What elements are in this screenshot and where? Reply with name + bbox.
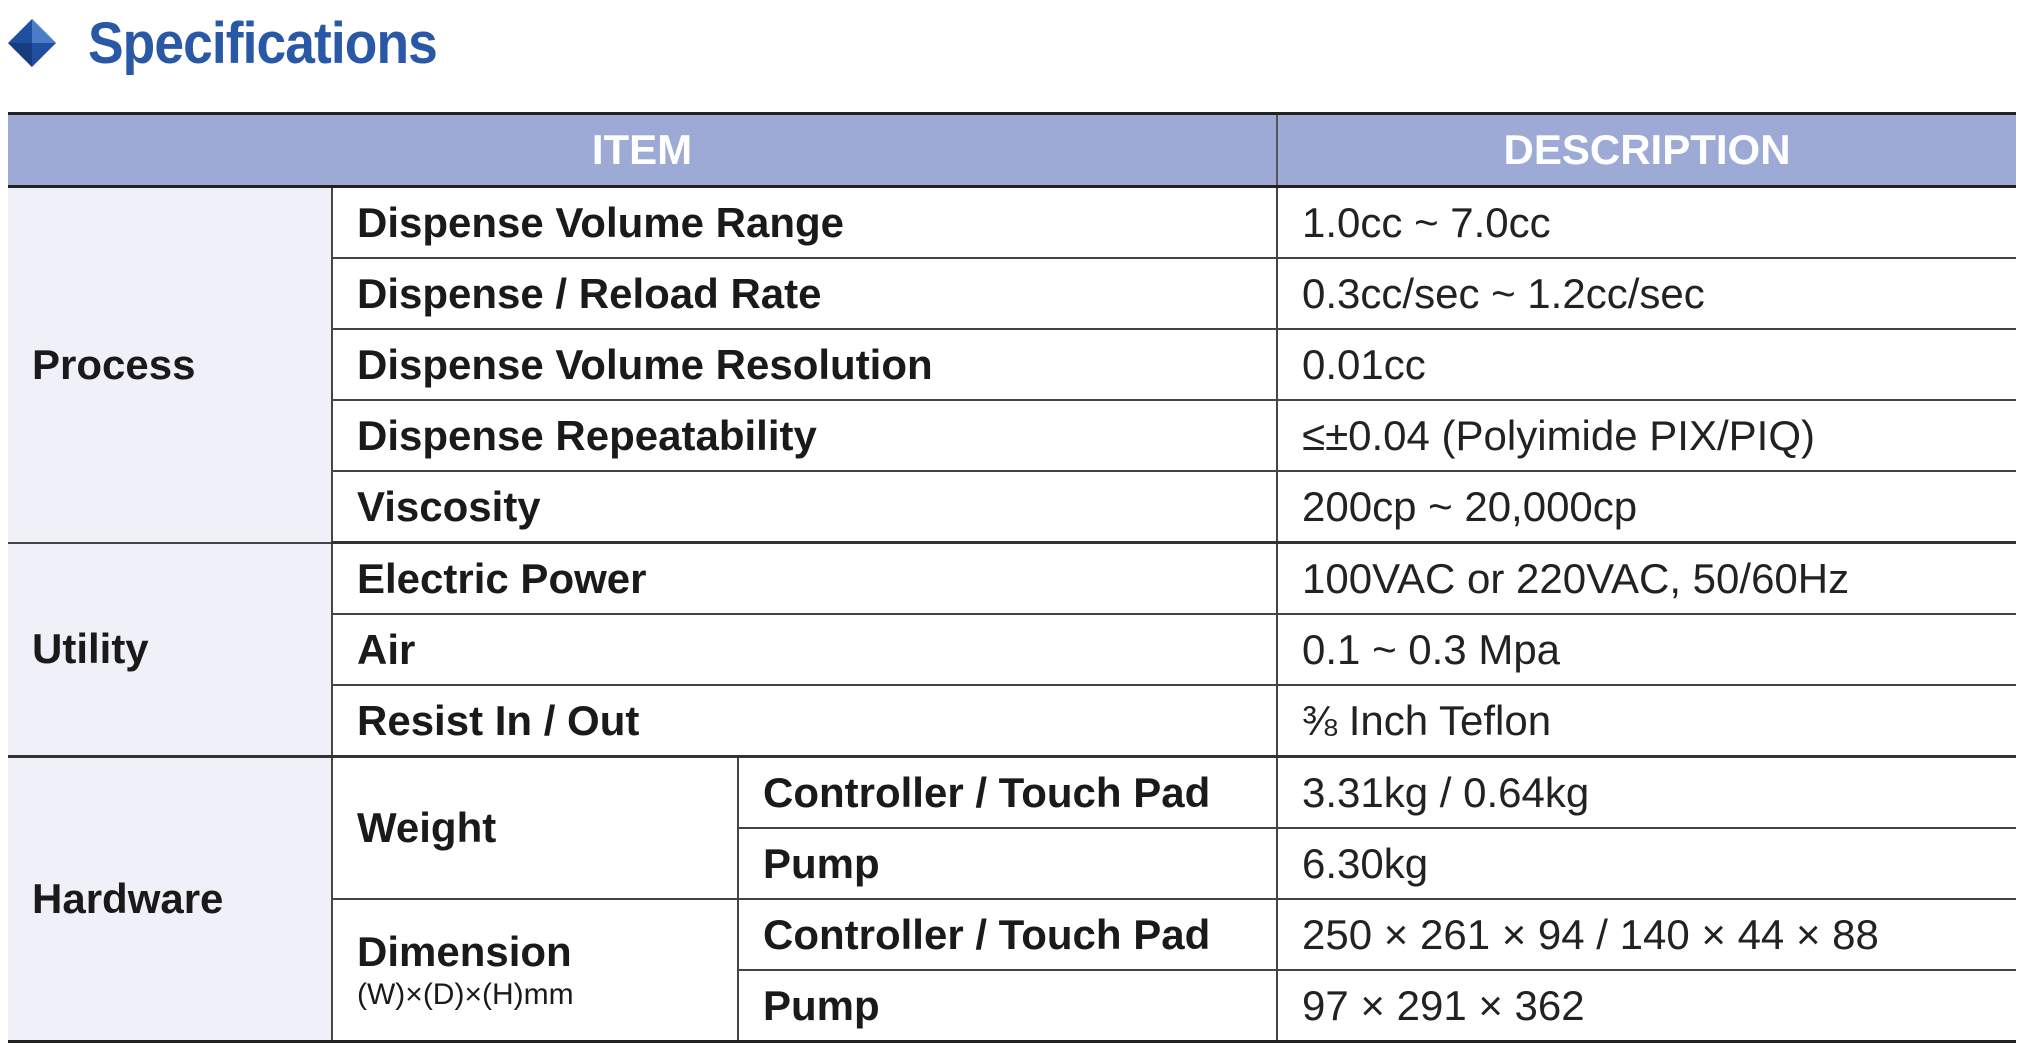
group-label-hardware: Hardware <box>8 756 333 1043</box>
group-label-utility: Utility <box>8 542 333 758</box>
diamond-icon <box>8 19 56 67</box>
sub-item-label: Controller / Touch Pad <box>738 899 1279 971</box>
item-label: Weight <box>357 804 497 851</box>
sub-item-label: Controller / Touch Pad <box>738 756 1279 829</box>
sub-item-label: Pump <box>738 970 1279 1043</box>
page-title: Specifications <box>88 10 438 76</box>
table-row: Utility Electric Power 100VAC or 220VAC,… <box>8 542 2017 758</box>
table-row: Resist In / Out ⅜ Inch Teflon <box>8 685 2017 758</box>
item-description: ⅜ Inch Teflon <box>1277 685 2017 758</box>
item-label: Dimension <box>357 928 572 975</box>
column-header-description: DESCRIPTION <box>1277 112 2017 188</box>
item-description: 3.31kg / 0.64kg <box>1277 756 2017 829</box>
item-description: 100VAC or 220VAC, 50/60Hz <box>1277 542 2017 615</box>
column-header-item: ITEM <box>8 112 1279 188</box>
table-row: Viscosity 200cp ~ 20,000cp <box>8 471 2017 544</box>
table-row: Hardware Weight Controller / Touch Pad 3… <box>8 756 2017 1043</box>
item-description: 1.0cc ~ 7.0cc <box>1277 186 2017 259</box>
specifications-table: ITEM DESCRIPTION Process Dispense Volume… <box>8 112 2017 1043</box>
item-description: 6.30kg <box>1277 828 2017 900</box>
item-description: 0.01cc <box>1277 329 2017 401</box>
group-label-process: Process <box>8 186 333 544</box>
table-row: Dispense Repeatability ≤±0.04 (Polyimide… <box>8 400 2017 472</box>
table-row: Pump 97 × 291 × 362 <box>8 970 2017 1043</box>
page-heading: Specifications <box>8 8 467 78</box>
item-label: Dispense / Reload Rate <box>332 258 1279 330</box>
item-description: 0.1 ~ 0.3 Mpa <box>1277 614 2017 686</box>
table-header-row: ITEM DESCRIPTION <box>8 112 2017 188</box>
dimension-unit-note: (W)×(D)×(H)mm <box>357 978 574 1011</box>
table-row: Pump 6.30kg <box>8 828 2017 900</box>
table-row: Dispense / Reload Rate 0.3cc/sec ~ 1.2cc… <box>8 258 2017 330</box>
item-label: Dispense Repeatability <box>332 400 1279 472</box>
item-label: Dispense Volume Range <box>332 186 1279 259</box>
item-label: Air <box>332 614 1279 686</box>
table-row: Dispense Volume Resolution 0.01cc <box>8 329 2017 401</box>
item-label: Viscosity <box>332 471 1279 544</box>
sub-item-label: Pump <box>738 828 1279 900</box>
item-description: 0.3cc/sec ~ 1.2cc/sec <box>1277 258 2017 330</box>
item-description: 250 × 261 × 94 / 140 × 44 × 88 <box>1277 899 2017 971</box>
item-label-weight: Weight <box>332 756 739 900</box>
item-label-dimension: Dimension (W)×(D)×(H)mm <box>332 899 739 1043</box>
table-row: Air 0.1 ~ 0.3 Mpa <box>8 614 2017 686</box>
item-label: Dispense Volume Resolution <box>332 329 1279 401</box>
item-label: Electric Power <box>332 542 1279 615</box>
item-description: 200cp ~ 20,000cp <box>1277 471 2017 544</box>
table-row: Process Dispense Volume Range 1.0cc ~ 7.… <box>8 186 2017 544</box>
item-description: ≤±0.04 (Polyimide PIX/PIQ) <box>1277 400 2017 472</box>
item-description: 97 × 291 × 362 <box>1277 970 2017 1043</box>
table-row: Dimension (W)×(D)×(H)mm Controller / Tou… <box>8 899 2017 1043</box>
item-label: Resist In / Out <box>332 685 1279 758</box>
